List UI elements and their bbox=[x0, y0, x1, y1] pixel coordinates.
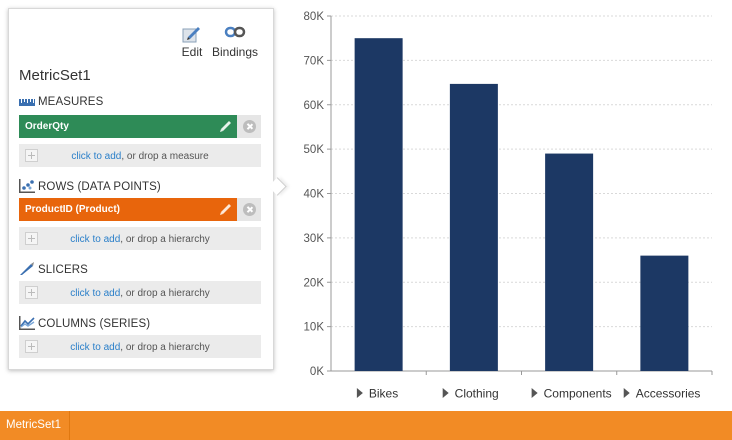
expand-triangle-icon[interactable] bbox=[442, 388, 449, 398]
expand-triangle-icon[interactable] bbox=[356, 388, 363, 398]
bottom-tab-bar: MetricSet1 bbox=[0, 411, 732, 440]
measures-heading: MEASURES bbox=[19, 96, 103, 108]
bar-components[interactable] bbox=[545, 153, 594, 371]
plus-icon[interactable] bbox=[25, 286, 38, 299]
close-icon bbox=[243, 203, 256, 216]
rows-icon bbox=[19, 179, 35, 193]
bindings-label: Bindings bbox=[211, 45, 259, 59]
remove-measure-button[interactable] bbox=[237, 115, 261, 138]
columns-dropzone-hint: , or drop a hierarchy bbox=[120, 342, 210, 353]
columns-dropzone[interactable]: click to add, or drop a hierarchy bbox=[19, 335, 261, 358]
x-tick-label[interactable]: Clothing bbox=[455, 387, 499, 401]
edit-row-icon[interactable] bbox=[219, 202, 233, 216]
x-tick-label[interactable]: Accessories bbox=[636, 387, 701, 401]
edit-measure-icon[interactable] bbox=[219, 119, 233, 133]
rows-heading-label: ROWS (DATA POINTS) bbox=[38, 181, 161, 193]
y-tick-label: 70K bbox=[304, 55, 325, 67]
measures-icon bbox=[19, 99, 35, 106]
expand-triangle-icon[interactable] bbox=[531, 388, 538, 398]
measures-heading-label: MEASURES bbox=[38, 96, 104, 108]
expand-triangle-icon[interactable] bbox=[623, 388, 630, 398]
y-tick-label: 0K bbox=[310, 366, 324, 378]
rows-click-to-add-link[interactable]: click to add bbox=[70, 234, 121, 245]
bar-chart: 0K 10K 20K 30K 40K 50K 60K 70K 80K Bikes Clothing C… bbox=[304, 11, 713, 401]
slicers-dropzone-hint: , or drop a hierarchy bbox=[120, 288, 210, 299]
plus-icon[interactable] bbox=[25, 232, 38, 245]
rows-dropzone-hint: , or drop a hierarchy bbox=[120, 234, 210, 245]
pencil-icon bbox=[182, 27, 200, 43]
y-tick-label: 80K bbox=[304, 11, 325, 23]
rows-dropzone[interactable]: click to add, or drop a hierarchy bbox=[19, 227, 261, 250]
metric-set-panel: Edit Bindings MetricSet1 MEASURES OrderQ… bbox=[8, 8, 274, 370]
columns-icon bbox=[19, 316, 35, 330]
bar-bikes[interactable] bbox=[354, 38, 403, 371]
metric-set-title: MetricSet1 bbox=[19, 67, 91, 84]
edit-button[interactable]: Edit bbox=[179, 23, 205, 59]
bar-accessories[interactable] bbox=[640, 255, 689, 371]
x-tick-label[interactable]: Bikes bbox=[369, 387, 398, 401]
remove-row-button[interactable] bbox=[237, 198, 261, 221]
row-chip-productid[interactable]: ProductID (Product) bbox=[19, 198, 237, 221]
measure-chip-label: OrderQty bbox=[25, 121, 69, 132]
slicers-icon bbox=[20, 262, 34, 275]
y-tick-label: 20K bbox=[304, 277, 325, 289]
measure-chip-orderqty[interactable]: OrderQty bbox=[19, 115, 237, 138]
plus-icon[interactable] bbox=[25, 340, 38, 353]
slicers-dropzone[interactable]: click to add, or drop a hierarchy bbox=[19, 281, 261, 304]
columns-click-to-add-link[interactable]: click to add bbox=[70, 342, 121, 353]
y-tick-label: 30K bbox=[304, 233, 325, 245]
slicers-heading: SLICERS bbox=[19, 262, 88, 276]
close-icon bbox=[243, 120, 256, 133]
y-tick-label: 40K bbox=[304, 189, 325, 201]
measures-click-to-add-link[interactable]: click to add bbox=[71, 151, 122, 162]
row-chip-label: ProductID (Product) bbox=[25, 204, 120, 215]
edit-label: Edit bbox=[181, 45, 203, 59]
columns-heading: COLUMNS (SERIES) bbox=[19, 316, 150, 330]
slicers-click-to-add-link[interactable]: click to add bbox=[70, 288, 121, 299]
y-tick-label: 60K bbox=[304, 100, 325, 112]
y-tick-label: 50K bbox=[304, 144, 325, 156]
columns-heading-label: COLUMNS (SERIES) bbox=[38, 318, 151, 330]
measures-dropzone[interactable]: click to add, or drop a measure bbox=[19, 144, 261, 167]
measures-dropzone-hint: , or drop a measure bbox=[121, 151, 209, 162]
rows-heading: ROWS (DATA POINTS) bbox=[19, 179, 161, 193]
y-tick-label: 10K bbox=[304, 322, 325, 334]
bar-clothing[interactable] bbox=[449, 83, 498, 372]
x-tick-label[interactable]: Components bbox=[544, 387, 612, 401]
link-icon bbox=[224, 26, 246, 38]
bindings-button[interactable]: Bindings bbox=[209, 23, 261, 59]
plus-icon[interactable] bbox=[25, 149, 38, 162]
tab-metricset1[interactable]: MetricSet1 bbox=[0, 411, 70, 440]
slicers-heading-label: SLICERS bbox=[38, 264, 88, 276]
